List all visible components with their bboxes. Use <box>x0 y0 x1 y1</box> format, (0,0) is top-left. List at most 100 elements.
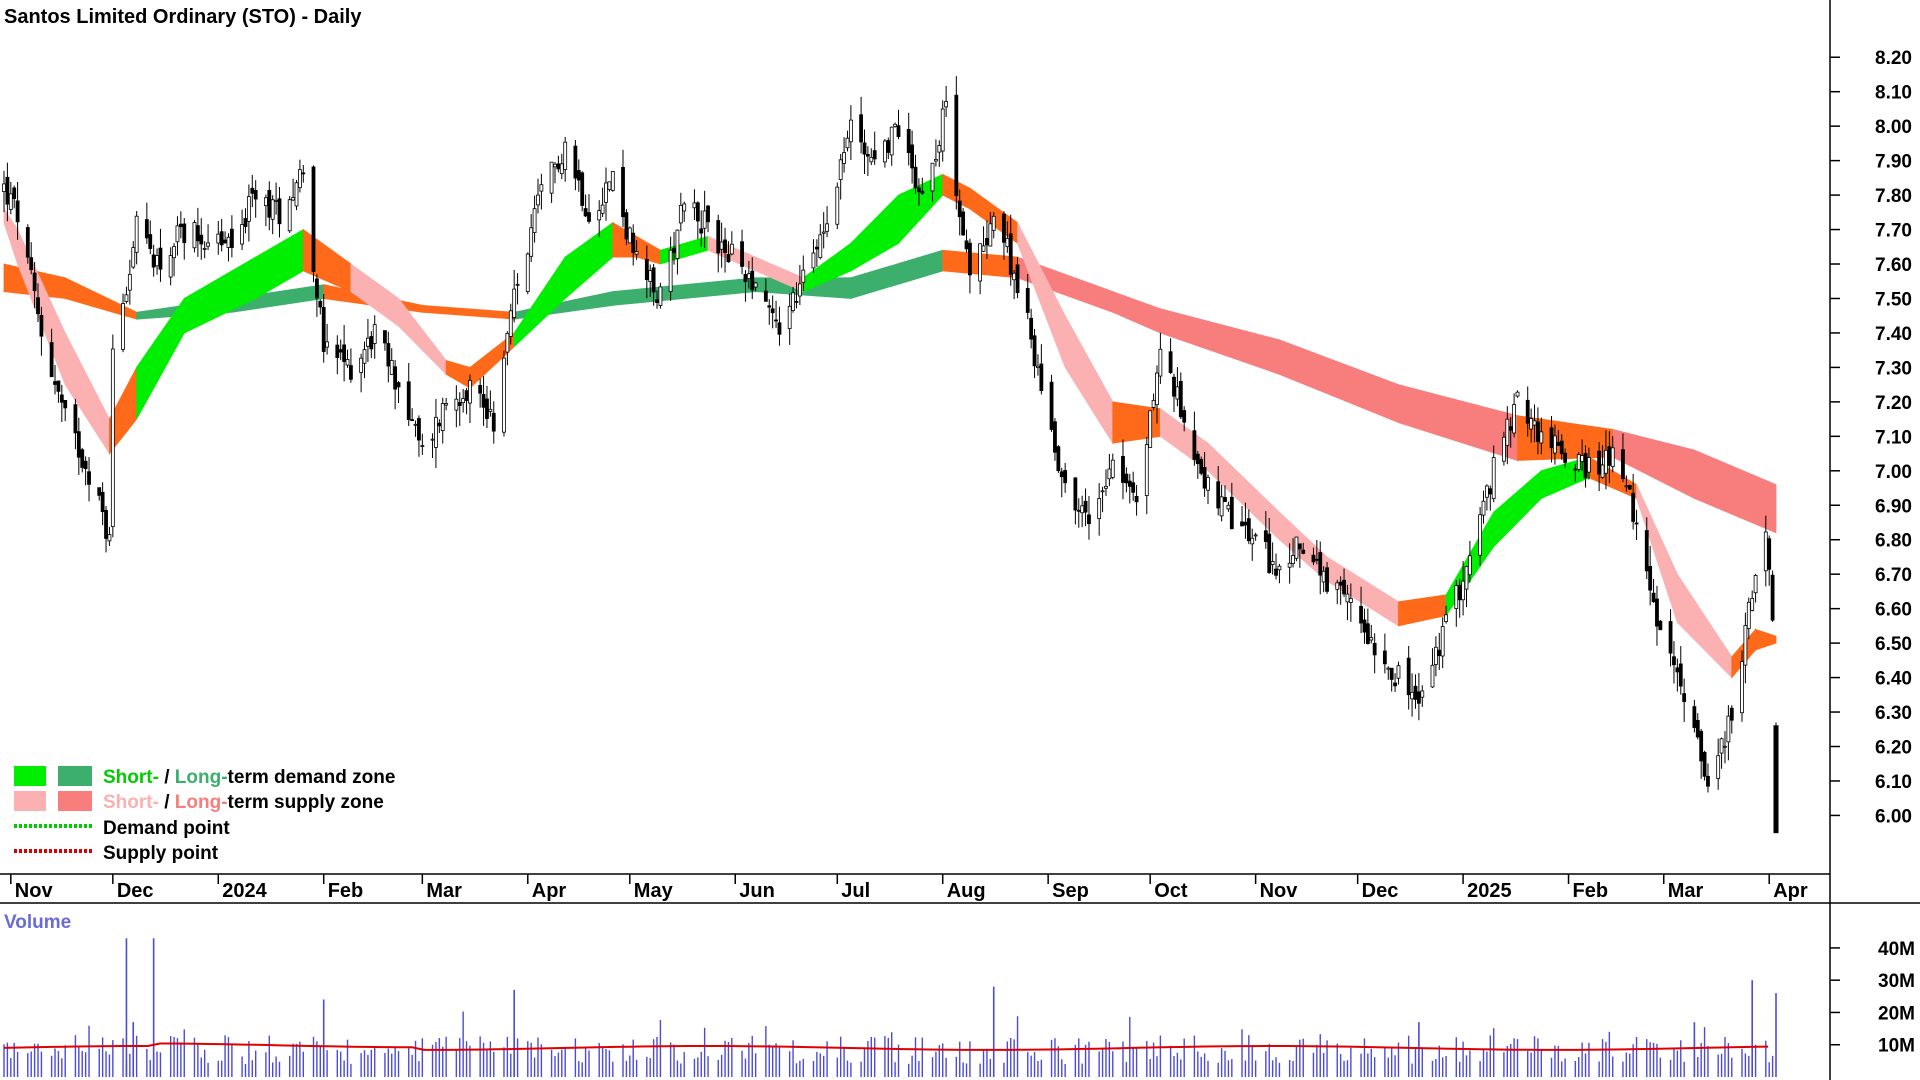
candle-body <box>457 402 462 406</box>
candle-body <box>87 471 91 485</box>
candle-body <box>1505 418 1510 446</box>
candle-body <box>219 231 224 246</box>
candle-body <box>1250 537 1255 545</box>
candle-body <box>485 398 489 419</box>
legend-supply-zone: Short- / Long-term supply zone <box>103 792 384 813</box>
candle-body <box>675 229 680 259</box>
candle-body <box>1202 467 1207 489</box>
candle-body <box>1032 335 1037 367</box>
candle-body <box>699 228 704 234</box>
candle-body <box>1621 449 1625 479</box>
candle-body <box>49 342 54 378</box>
candle-body <box>175 225 180 243</box>
candle-body <box>444 403 449 406</box>
candle-body <box>1553 435 1557 454</box>
candle-body <box>1151 399 1156 408</box>
candle-body <box>1440 626 1445 657</box>
candle-body <box>1002 213 1006 243</box>
candle-body <box>692 202 697 209</box>
candle-body <box>481 394 486 408</box>
legend-demand-separator: / <box>159 767 175 788</box>
volume-tick-label: 40M <box>1878 939 1915 960</box>
candle-body <box>818 234 823 258</box>
candle-body <box>1039 363 1044 391</box>
candle-body <box>1770 574 1775 621</box>
candle-body <box>1267 533 1272 573</box>
candle-body <box>311 166 316 272</box>
candle-body <box>529 227 534 257</box>
candle-body <box>73 404 78 434</box>
candle-body <box>532 208 537 234</box>
candle-body <box>753 282 758 288</box>
date-tick-label: Mar <box>1668 880 1704 902</box>
candle-body <box>1699 730 1704 762</box>
candle-body <box>1036 365 1040 368</box>
candle-body <box>1430 664 1435 688</box>
date-tick-label: Feb <box>1573 880 1609 902</box>
price-tick-label: 7.00 <box>1875 462 1912 483</box>
candle-body <box>934 159 938 162</box>
candle-body <box>1746 601 1751 629</box>
candle-body <box>631 232 636 253</box>
candle-body <box>1750 598 1755 611</box>
candle-body <box>954 94 959 197</box>
candle-body <box>672 248 676 254</box>
candle-body <box>1607 446 1612 466</box>
candle-body <box>318 300 323 308</box>
candle-body <box>576 170 581 181</box>
price-tick-label: 8.20 <box>1875 48 1912 69</box>
candle-body <box>1624 485 1629 488</box>
candle-body <box>1359 605 1363 624</box>
candle-body <box>549 161 554 194</box>
date-axis: Nov Dec 2024 Feb Mar Apr May Jun Jul Aug Sep Oct Nov… <box>10 874 1808 902</box>
candle-body <box>1223 497 1227 502</box>
candle-body <box>1753 575 1758 594</box>
candle-body <box>862 142 867 155</box>
candle-body <box>740 241 744 267</box>
candle-body <box>944 101 949 108</box>
candle-body <box>335 344 340 358</box>
candle-body <box>1131 482 1136 493</box>
candle-body <box>893 123 898 127</box>
candle-body <box>155 255 159 267</box>
candle-body <box>906 129 911 153</box>
candle-body <box>1287 562 1292 568</box>
candle-body <box>835 186 840 225</box>
date-tick-label: Jun <box>739 880 775 902</box>
candle-body <box>1743 625 1748 666</box>
candle-body <box>362 349 367 364</box>
candle-body <box>287 199 292 232</box>
price-tick-label: 6.30 <box>1875 703 1912 724</box>
candle-body <box>525 253 530 292</box>
price-tick-label: 8.00 <box>1875 117 1912 138</box>
candle-body <box>1763 531 1768 572</box>
candle-body <box>1104 485 1108 489</box>
candle-body <box>172 246 176 259</box>
candle-body <box>229 228 234 248</box>
candle-body <box>644 258 649 281</box>
date-tick-label: Oct <box>1154 880 1188 902</box>
candle-body <box>508 310 513 337</box>
candle-body <box>461 398 466 404</box>
candle-body <box>1182 410 1187 423</box>
candle-body <box>634 251 639 255</box>
candle-body <box>1314 558 1319 561</box>
candle-body <box>1345 593 1350 603</box>
candle-body <box>1127 480 1132 487</box>
candle-body <box>1485 485 1489 498</box>
candle-body <box>1382 650 1387 665</box>
candle-body <box>1678 663 1683 687</box>
candle-body <box>1263 530 1268 543</box>
candle-body <box>648 270 653 282</box>
candle-body <box>1291 555 1295 564</box>
candle-body <box>1063 470 1068 484</box>
candle-body <box>1597 450 1602 475</box>
candle-body <box>1583 453 1588 479</box>
candle-body <box>1311 554 1316 563</box>
candle-body <box>655 299 659 303</box>
price-tick-label: 7.20 <box>1875 393 1912 414</box>
legend-swatch-short-demand <box>14 766 46 786</box>
candle-body <box>865 154 870 157</box>
